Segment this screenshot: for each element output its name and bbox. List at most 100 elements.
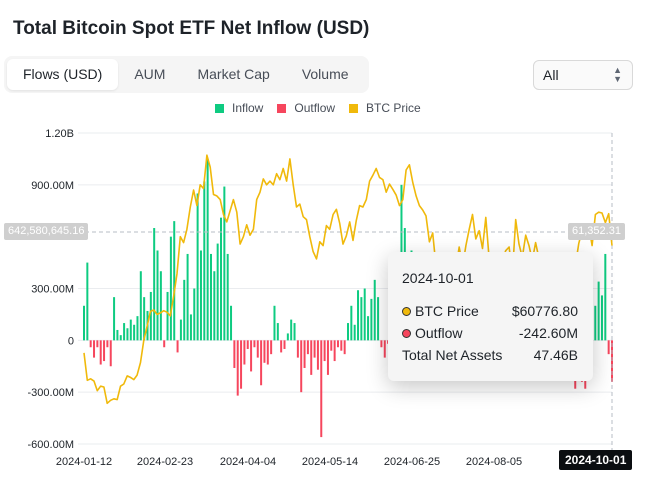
inflow-bar [373,279,376,341]
y-tick-label: 900.00M [31,180,74,192]
chevron-updown-icon: ▲ ▼ [613,65,622,84]
inflow-bar [276,323,279,341]
outflow-bar [313,340,316,358]
tooltip-btc-price-row: BTC Price $60776.80 [402,303,578,319]
tooltip-btc-price-value: $60776.80 [511,303,578,319]
x-tick-label: 2024-04-04 [220,456,276,468]
etf-filter-select[interactable]: All ▲ ▼ [533,60,633,90]
outflow-bar [253,340,256,348]
x-tick-label: 2024-02-23 [137,456,193,468]
outflow-bar [333,340,336,362]
legend-outflow[interactable]: Outflow [277,101,335,115]
tooltip-tna-row: Total Net Assets 47.46B [402,347,578,363]
inflow-bar [209,253,212,341]
inflow-bar [143,297,146,341]
x-tick-label: 2024-08-05 [466,456,522,468]
outflow-bar [280,340,283,353]
inflow-bar [213,271,216,341]
inflow-bar [226,253,229,341]
x-axis-ticks: 2024-01-12 2024-02-23 2024-04-04 2024-05-14… [56,456,588,468]
crosshair-y-left-label: 642,580,645.16 [4,223,89,240]
legend-btc-price-label: BTC Price [366,101,421,115]
outflow-bar [109,340,112,367]
inflow-bar [113,297,116,341]
inflow-bar [220,217,223,341]
tab-market-cap[interactable]: Market Cap [197,66,270,82]
outflow-bar [93,340,96,358]
outflow-bar [316,340,319,370]
inflow-bar [169,236,172,341]
tab-aum[interactable]: AUM [134,66,166,82]
outflow-bar [103,340,106,362]
inflow-bar [363,288,366,341]
metric-tabs: Flows (USD) AUM Market Cap Volume [4,56,369,93]
inflow-bar [193,288,196,341]
outflow-bar [303,340,306,368]
outflow-bar [283,340,286,349]
outflow-bar [243,340,246,365]
legend-inflow-swatch [215,103,224,113]
outflow-bar [296,340,299,358]
btc-price-dot-icon [402,306,411,316]
tooltip-outflow-value: -242.60M [518,325,578,341]
legend-btc-price[interactable]: BTC Price [349,101,421,115]
outflow-bar [300,340,303,393]
outflow-bar [176,340,179,353]
y-tick-label: 0 [68,335,74,347]
outflow-bar [323,340,326,362]
inflow-bar [196,193,199,341]
data-tooltip: 2024-10-01 BTC Price $60776.80 Outflow -… [388,252,593,381]
outflow-bar [320,340,323,438]
outflow-bar [383,340,386,358]
tooltip-tna-label: Total Net Assets [402,347,503,363]
outflow-bar [611,340,613,382]
outflow-bar [246,340,249,349]
outflow-bar [260,340,263,386]
inflow-bar [86,262,89,341]
legend-inflow-label: Inflow [232,101,264,115]
outflow-bar [310,340,313,375]
outflow-bar [340,340,343,351]
outflow-bar [263,340,266,363]
inflow-bar [367,316,370,341]
outflow-bar [256,340,259,358]
outflow-bar [250,340,253,372]
outflow-bar [240,340,243,389]
outflow-bar [326,340,329,375]
inflow-bar [273,305,276,341]
inflow-bar [360,297,363,341]
inflow-bar [203,181,206,341]
y-tick-label: 1.20B [45,128,74,140]
legend-outflow-label: Outflow [294,101,336,115]
legend-btc-price-swatch [349,103,359,113]
legend-inflow[interactable]: Inflow [215,101,263,115]
inflow-bar [119,335,122,341]
page-title: Total Bitcoin Spot ETF Net Inflow (USD) [13,18,370,39]
crosshair-x-label: 2024-10-01 [559,450,633,470]
inflow-bar [347,323,349,341]
inflow-bar [230,305,233,341]
inflow-bar [290,319,293,341]
tab-volume[interactable]: Volume [301,66,349,82]
tooltip-date: 2024-10-01 [402,270,474,286]
outflow-bar [163,340,166,348]
tooltip-outflow-label: Outflow [415,325,463,341]
outflow-bar [96,340,99,348]
inflow-bar [123,323,126,341]
inflow-bar [129,319,132,341]
inflow-bar [139,271,142,341]
outflow-bar [233,340,236,368]
x-tick-label: 2024-06-25 [384,456,440,468]
inflow-bar [133,324,136,341]
tab-flows[interactable]: Flows (USD) [7,59,119,90]
inflow-bar [159,271,162,341]
outflow-bar [607,340,610,355]
inflow-bar [206,158,209,341]
y-tick-label: -300.00M [28,387,74,399]
inflow-bar [293,323,296,341]
inflow-bar [286,333,289,341]
inflow-bar [83,305,85,341]
outflow-bar [99,340,102,365]
btc-price-series [83,154,613,405]
